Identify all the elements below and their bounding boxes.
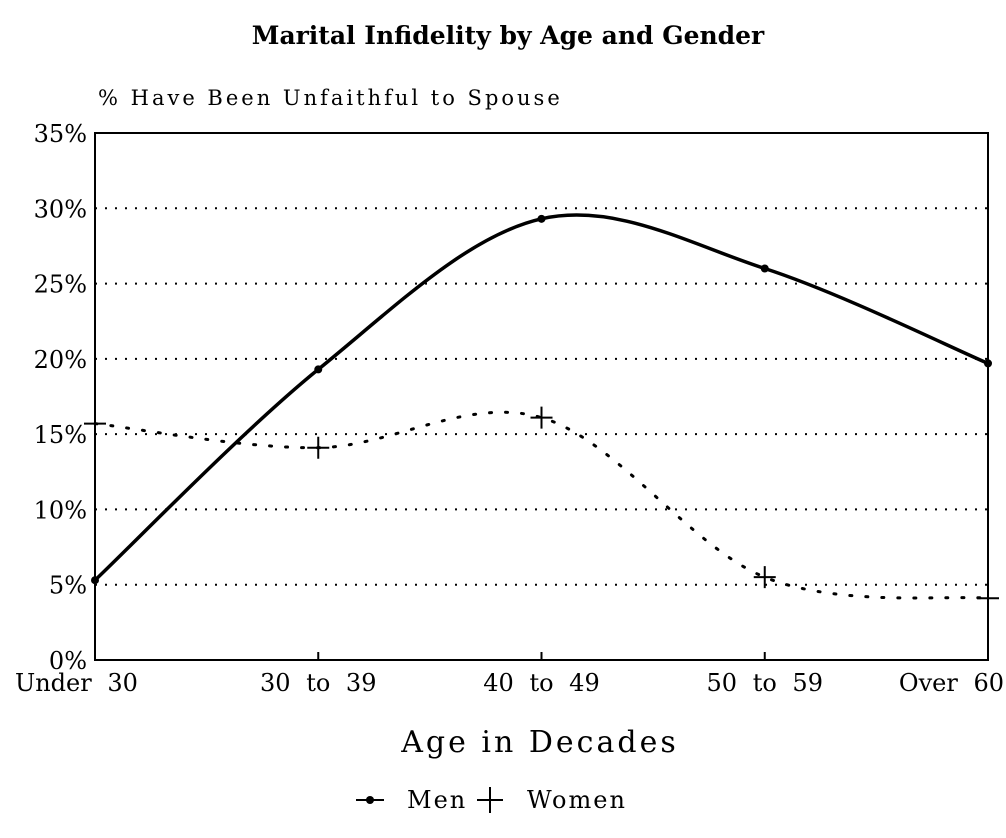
x-tick-label: 30 to 39 [260, 669, 376, 697]
chart-title: Marital Infidelity by Age and Gender [252, 21, 765, 50]
y-tick-label: 35% [34, 120, 87, 148]
series-men [91, 213, 992, 585]
x-tick-label: Over 60 [899, 669, 1004, 697]
plot-frame [94, 132, 989, 661]
legend-marker-women [477, 787, 503, 813]
legend-marker-men [366, 796, 374, 804]
data-point-women [307, 436, 330, 459]
x-axis-ticks: Under 30 30 to 39 40 to 49 50 to 59 Over 60 [15, 652, 1004, 697]
x-tick-label: Under 30 [15, 669, 138, 697]
x-tick-label: 50 to 59 [707, 669, 823, 697]
x-axis-label: Age in Decades [400, 725, 678, 760]
data-point-women [530, 406, 553, 429]
y-tick-label: 20% [34, 346, 87, 374]
series-group [84, 213, 999, 610]
y-tick-label: 0% [49, 647, 87, 675]
data-point-men [314, 365, 323, 374]
series-women [84, 406, 999, 610]
series-line-women [93, 410, 990, 600]
y-tick-label: 25% [34, 271, 87, 299]
y-tick-label: 5% [49, 572, 87, 600]
legend-label-men: Men [407, 786, 467, 814]
series-line-men [93, 213, 989, 582]
data-point-men [760, 264, 769, 273]
legend-label-women: Women [527, 786, 627, 814]
legend: Men Women [356, 786, 627, 814]
data-point-men [537, 214, 546, 223]
y-axis-ticks: 0% 5% 10% 15% 20% 25% 30% 35% [34, 120, 87, 675]
x-tick-label: 40 to 49 [483, 669, 599, 697]
data-point-women [753, 566, 776, 589]
gridlines [95, 207, 988, 586]
y-tick-label: 10% [34, 496, 87, 524]
y-axis-label: % Have Been Unfaithful to Spouse [98, 86, 563, 110]
y-tick-label: 15% [34, 421, 87, 449]
y-tick-label: 30% [34, 195, 87, 223]
